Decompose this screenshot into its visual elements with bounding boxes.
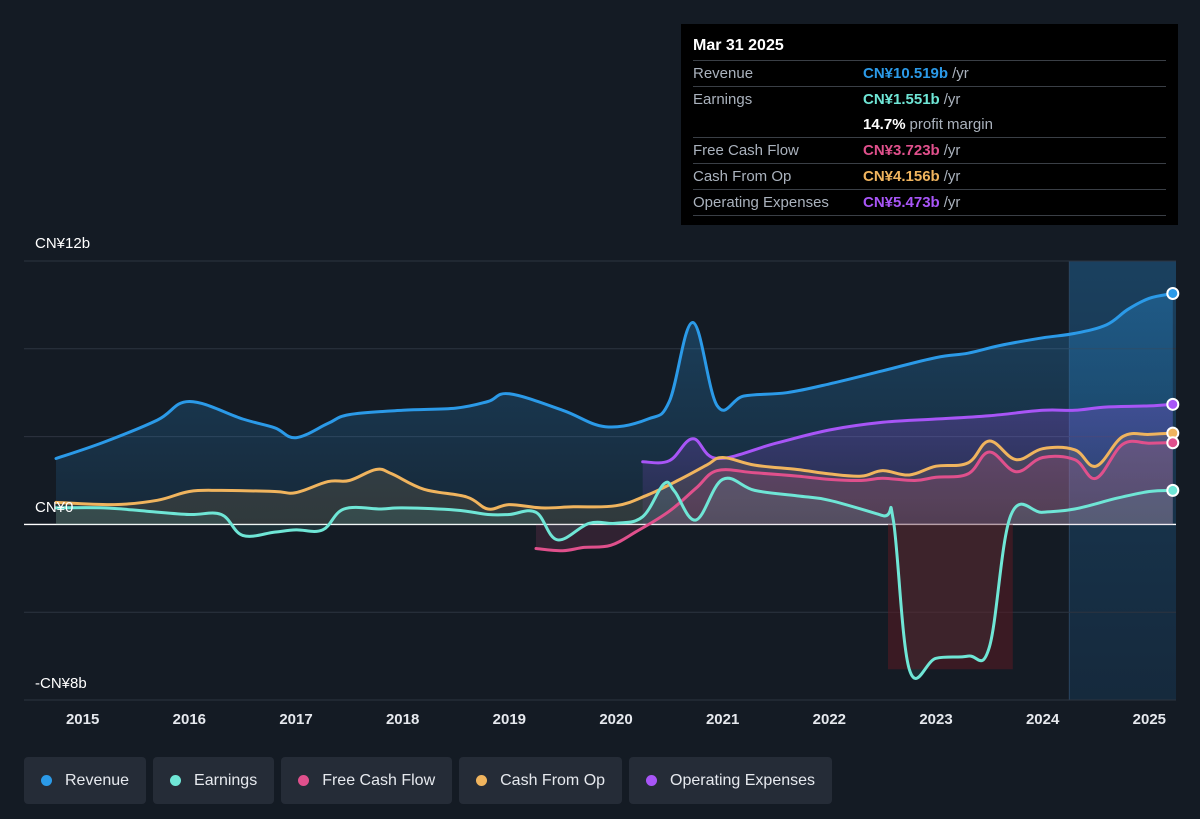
- dot-icon: [298, 775, 310, 786]
- tooltip-label: Free Cash Flow: [693, 142, 799, 159]
- line-earnings: [54, 476, 1175, 680]
- dot-icon: [646, 775, 658, 786]
- x-tick-label: 2020: [599, 711, 632, 728]
- tooltip-label: Revenue: [693, 65, 754, 82]
- endpoint-operating-expenses: [1166, 397, 1180, 411]
- line-revenue: [54, 292, 1175, 460]
- x-tick-label: 2023: [919, 711, 952, 728]
- legend: Revenue Earnings Free Cash Flow Cash Fro…: [24, 757, 833, 804]
- legend-label: Cash From Op: [500, 771, 606, 789]
- y-tick-label: CN¥0: [35, 499, 73, 516]
- legend-label: Free Cash Flow: [322, 771, 436, 789]
- x-tick-label: 2025: [1133, 711, 1166, 728]
- x-tick-label: 2016: [173, 711, 206, 728]
- tooltip-value: CN¥3.723b: [863, 142, 940, 159]
- negative-earnings-area: [888, 524, 1013, 670]
- tooltip-value: 14.7%: [863, 116, 906, 133]
- tooltip-label: Operating Expenses: [693, 194, 829, 211]
- x-tick-label: 2019: [493, 711, 526, 728]
- tooltip-unit: /yr: [943, 91, 961, 108]
- endpoint-revenue: [1166, 286, 1180, 300]
- x-tick-label: 2021: [706, 711, 739, 728]
- tooltip-unit: /yr: [943, 194, 961, 211]
- dot-icon: [41, 775, 52, 786]
- legend-item-cash-from-op[interactable]: Cash From Op: [459, 757, 623, 804]
- tooltip-row-revenue: Revenue CN¥10.519b /yr: [693, 60, 1166, 86]
- endpoint-free-cash-flow: [1166, 436, 1180, 450]
- line-cash-from-op: [54, 431, 1175, 511]
- tooltip-row-profit-margin: 14.7% profit margin: [693, 112, 1166, 137]
- area-cash-from-op: [56, 433, 1173, 525]
- dot-icon: [170, 775, 182, 786]
- y-tick-label: CN¥12b: [35, 235, 90, 252]
- tooltip-value: CN¥1.551b: [863, 91, 940, 108]
- y-tick-label: -CN¥8b: [35, 675, 87, 692]
- legend-label: Operating Expenses: [670, 771, 816, 789]
- tooltip-unit: /yr: [943, 142, 961, 159]
- tooltip-unit: profit margin: [909, 116, 993, 133]
- tooltip-value: CN¥4.156b: [863, 168, 940, 185]
- x-tick-label: 2017: [279, 711, 312, 728]
- tooltip-value: CN¥5.473b: [863, 194, 940, 211]
- tooltip-value: CN¥10.519b: [863, 65, 949, 82]
- endpoint-earnings: [1166, 483, 1180, 497]
- x-tick-label: 2018: [386, 711, 419, 728]
- legend-label: Revenue: [65, 771, 130, 789]
- tooltip-row-earnings: Earnings CN¥1.551b /yr: [693, 86, 1166, 112]
- legend-item-operating-expenses[interactable]: Operating Expenses: [629, 757, 833, 804]
- legend-label: Earnings: [194, 771, 258, 789]
- tooltip-row-free-cash-flow: Free Cash Flow CN¥3.723b /yr: [693, 137, 1166, 163]
- tooltip-panel: Mar 31 2025 Revenue CN¥10.519b /yr Earni…: [681, 24, 1178, 225]
- legend-item-revenue[interactable]: Revenue: [24, 757, 147, 804]
- tooltip-row-cash-from-op: Cash From Op CN¥4.156b /yr: [693, 163, 1166, 189]
- tooltip-label: Earnings: [693, 91, 753, 108]
- tooltip-label: Cash From Op: [693, 168, 792, 185]
- legend-item-free-cash-flow[interactable]: Free Cash Flow: [281, 757, 453, 804]
- line-operating-expenses: [641, 402, 1175, 465]
- tooltip-row-operating-expenses: Operating Expenses CN¥5.473b /yr: [693, 189, 1166, 216]
- area-free-cash-flow: [536, 441, 1173, 551]
- tooltip-unit: /yr: [943, 168, 961, 185]
- x-tick-label: 2022: [813, 711, 846, 728]
- line-free-cash-flow: [534, 439, 1175, 553]
- legend-item-earnings[interactable]: Earnings: [153, 757, 275, 804]
- tooltip-unit: /yr: [952, 65, 969, 82]
- x-tick-label: 2024: [1026, 711, 1060, 728]
- dot-icon: [476, 775, 488, 786]
- x-tick-label: 2015: [66, 711, 99, 728]
- tooltip-date: Mar 31 2025: [693, 37, 784, 54]
